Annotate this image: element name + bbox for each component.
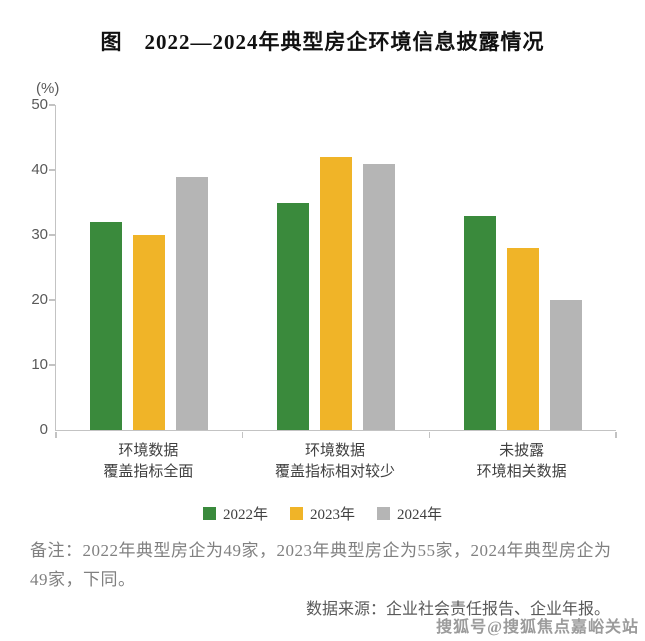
x-tick-mark xyxy=(55,432,57,438)
y-tick-label: 50 xyxy=(31,96,48,113)
bar-2022年-group2 xyxy=(277,202,309,430)
category-label: 环境数据 覆盖指标相对较少 xyxy=(275,443,396,480)
bar-2022年-group3 xyxy=(463,215,496,430)
bar-2023年-group2 xyxy=(320,157,352,430)
y-tick-mark xyxy=(49,364,55,366)
bar-2024年-group2 xyxy=(363,163,395,430)
bar-chart-plot-area: 0 10 20 30 40 50 xyxy=(31,97,617,438)
category-label: 未披露 环境相关数据 xyxy=(476,443,567,480)
bar-2022年-group1 xyxy=(90,222,123,430)
chart-title: 图 2022—2024年典型房企环境信息披露情况 xyxy=(100,30,545,54)
x-tick-mark xyxy=(241,432,244,438)
legend-item-2022年: 2022年 xyxy=(202,503,268,524)
source-text: 数据来源：企业社会责任报告、企业年报。 xyxy=(305,601,610,618)
legend-item-2023年: 2023年 xyxy=(289,503,355,524)
y-tick-label: 20 xyxy=(31,291,48,308)
bar-2023年-group3 xyxy=(506,248,539,430)
category-label: 环境数据 覆盖指标全面 xyxy=(103,443,194,480)
chart-legend: 2022年 2023年 2024年 xyxy=(0,503,645,524)
watermark-text: 搜狐号@搜狐焦点嘉峪关站 xyxy=(436,619,639,636)
x-tick-mark xyxy=(428,432,431,438)
y-tick-mark xyxy=(49,104,55,106)
note-text: 备注：2022年典型房企为49家，2023年典型房企为55家，2024年典型房企… xyxy=(30,541,612,589)
y-tick-mark xyxy=(49,234,55,236)
y-tick-mark xyxy=(49,299,55,301)
y-tick-mark xyxy=(49,169,55,171)
y-tick-label: 30 xyxy=(31,226,48,243)
y-tick-label: 0 xyxy=(39,421,48,438)
legend-swatch xyxy=(289,507,303,520)
legend-label: 2022年 xyxy=(222,507,268,523)
bar-2023年-group1 xyxy=(133,235,166,430)
x-tick-mark xyxy=(615,432,617,438)
legend-label: 2023年 xyxy=(309,507,355,523)
y-tick-label: 10 xyxy=(31,356,48,373)
bar-2024年-group3 xyxy=(549,300,582,430)
legend-item-2024年: 2024年 xyxy=(377,503,442,524)
legend-swatch xyxy=(377,507,390,520)
bar-2024年-group1 xyxy=(176,176,209,430)
legend-swatch xyxy=(202,507,216,520)
y-axis-unit-label: (%) xyxy=(36,80,60,97)
legend-label: 2024年 xyxy=(397,507,443,523)
category-axis-labels: 环境数据 覆盖指标全面 环境数据 覆盖指标相对较少 未披露 环境相关数据 xyxy=(55,441,615,483)
y-tick-label: 40 xyxy=(31,161,48,178)
